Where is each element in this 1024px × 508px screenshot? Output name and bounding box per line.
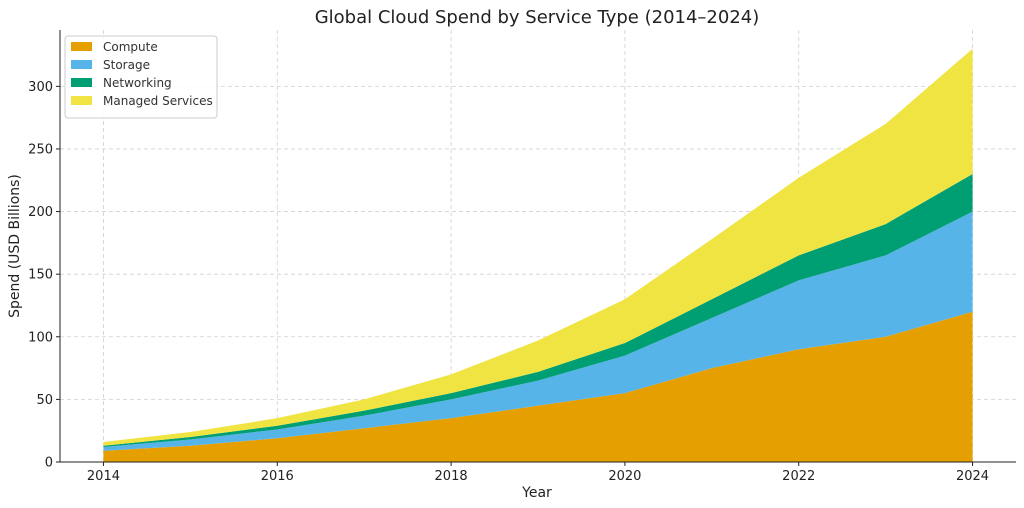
y-tick-label: 200 bbox=[28, 205, 53, 220]
x-tick-label: 2022 bbox=[782, 469, 815, 484]
legend-swatch-compute bbox=[71, 42, 92, 51]
y-tick-label: 250 bbox=[28, 142, 53, 157]
y-tick-label: 150 bbox=[28, 268, 53, 283]
y-axis-label: Spend (USD Billions) bbox=[7, 174, 23, 318]
legend-box bbox=[64, 35, 218, 119]
y-tick-label: 50 bbox=[36, 393, 53, 408]
x-tick-label: 2020 bbox=[608, 469, 641, 484]
legend-label-compute: Compute bbox=[103, 40, 158, 54]
y-tick-label: 0 bbox=[45, 456, 53, 471]
legend-swatch-networking bbox=[71, 78, 92, 87]
chart-title: Global Cloud Spend by Service Type (2014… bbox=[315, 7, 760, 28]
x-axis-ticks: 2014 2016 2018 2020 2022 2024 bbox=[87, 462, 989, 484]
legend-label-managed-services: Managed Services bbox=[103, 94, 213, 108]
legend-swatch-storage bbox=[71, 60, 92, 69]
axes bbox=[59, 30, 1016, 463]
legend-label-networking: Networking bbox=[103, 76, 172, 90]
y-tick-label: 300 bbox=[28, 80, 53, 95]
x-tick-label: 2018 bbox=[435, 469, 468, 484]
legend: Compute Storage Networking Managed Services bbox=[64, 35, 218, 119]
x-tick-label: 2016 bbox=[261, 469, 294, 484]
x-axis-label: Year bbox=[521, 485, 552, 501]
x-tick-label: 2014 bbox=[87, 469, 120, 484]
legend-label-storage: Storage bbox=[103, 58, 150, 72]
y-tick-label: 100 bbox=[28, 330, 53, 345]
x-tick-label: 2024 bbox=[956, 469, 989, 484]
y-axis-ticks: 0 50 100 150 200 250 300 bbox=[28, 80, 60, 471]
area-managed-services bbox=[103, 48, 973, 446]
area-storage bbox=[103, 211, 973, 451]
area-series-group bbox=[103, 48, 973, 462]
area-compute bbox=[103, 311, 973, 462]
legend-swatch-managed-services bbox=[71, 96, 92, 105]
